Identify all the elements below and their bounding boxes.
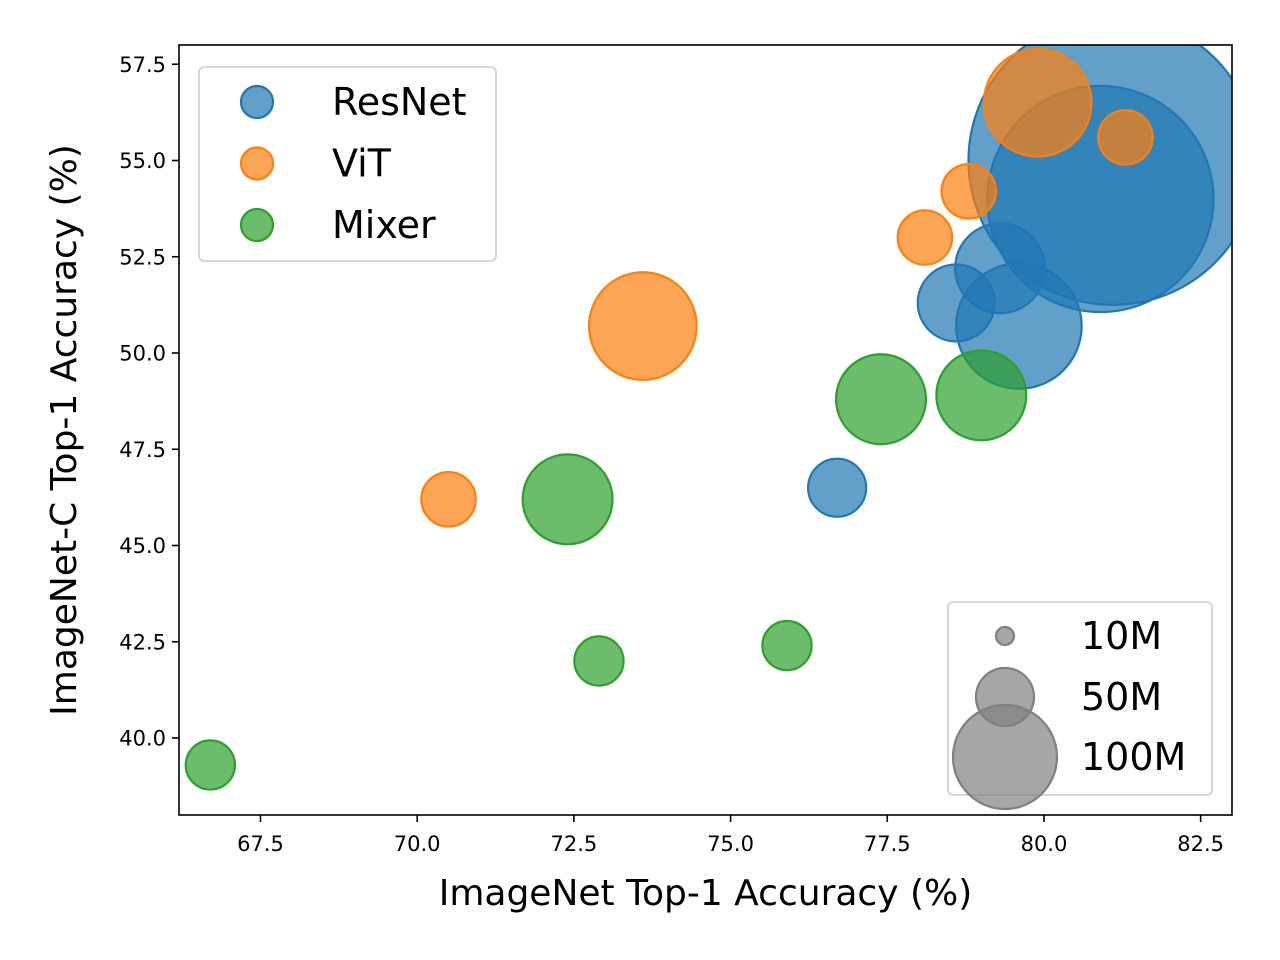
- vit-point-5: [982, 47, 1093, 158]
- y-tick-label: 47.5: [119, 438, 166, 462]
- vit-point-1: [420, 470, 477, 528]
- x-tick-label: 75.0: [707, 832, 754, 856]
- legend-marker-mixer: [239, 207, 275, 243]
- vit-point-6: [1097, 109, 1154, 166]
- legend-label-resnet: ResNet: [332, 80, 467, 124]
- y-tick-label: 52.5: [119, 245, 166, 269]
- size-legend-label-100m: 100M: [1081, 735, 1186, 779]
- x-tick-label: 70.0: [394, 832, 441, 856]
- mixer-point-3: [573, 635, 625, 687]
- vit-point-4: [940, 162, 998, 220]
- x-axis-title: ImageNet Top-1 Accuracy (%): [439, 873, 973, 914]
- mixer-point-6: [935, 349, 1028, 442]
- y-axis: 40.0 42.5 45.0 47.5 50.0 52.5 55.0 57.5: [119, 53, 179, 751]
- x-axis: 67.5 70.0 72.5 75.0 77.5 80.0 82.5: [237, 815, 1224, 856]
- y-tick-label: 57.5: [119, 53, 166, 77]
- points-layer: [184, 45, 1232, 791]
- size-legend-marker-10m: [994, 625, 1016, 647]
- size-legend-label-50m: 50M: [1081, 675, 1162, 719]
- series-vit: [420, 47, 1154, 528]
- y-tick-label: 55.0: [119, 149, 166, 173]
- x-tick-label: 80.0: [1021, 832, 1068, 856]
- mixer-point-1: [184, 739, 237, 791]
- size-legend-marker-100m: [951, 703, 1059, 811]
- resnet-point-1: [807, 457, 868, 518]
- y-tick-label: 45.0: [119, 534, 166, 558]
- series-legend-box: [198, 66, 497, 262]
- size-legend: 10M 50M 100M: [947, 601, 1213, 811]
- mixer-point-5: [834, 353, 928, 446]
- x-tick-label: 82.5: [1177, 832, 1224, 856]
- legend-label-vit: ViT: [332, 142, 392, 186]
- x-tick-label: 72.5: [550, 832, 597, 856]
- vit-point-3: [896, 209, 954, 266]
- x-tick-label: 77.5: [864, 832, 911, 856]
- x-tick-label: 67.5: [237, 832, 284, 856]
- mixer-point-2: [521, 453, 614, 546]
- mixer-point-4: [761, 619, 813, 672]
- plot-frame: [178, 44, 1233, 816]
- series-mixer: [184, 349, 1028, 791]
- y-tick-label: 42.5: [119, 630, 166, 654]
- y-tick-label: 50.0: [119, 342, 166, 366]
- legend-label-mixer: Mixer: [332, 203, 436, 247]
- series-legend: ResNet ViT Mixer: [198, 66, 497, 262]
- legend-marker-vit: [239, 146, 275, 181]
- y-tick-label: 40.0: [119, 727, 166, 751]
- y-axis-title: ImageNet-C Top-1 Accuracy (%): [44, 144, 85, 716]
- legend-marker-resnet: [239, 84, 275, 120]
- vit-point-2: [587, 271, 698, 381]
- size-legend-label-10m: 10M: [1081, 614, 1162, 658]
